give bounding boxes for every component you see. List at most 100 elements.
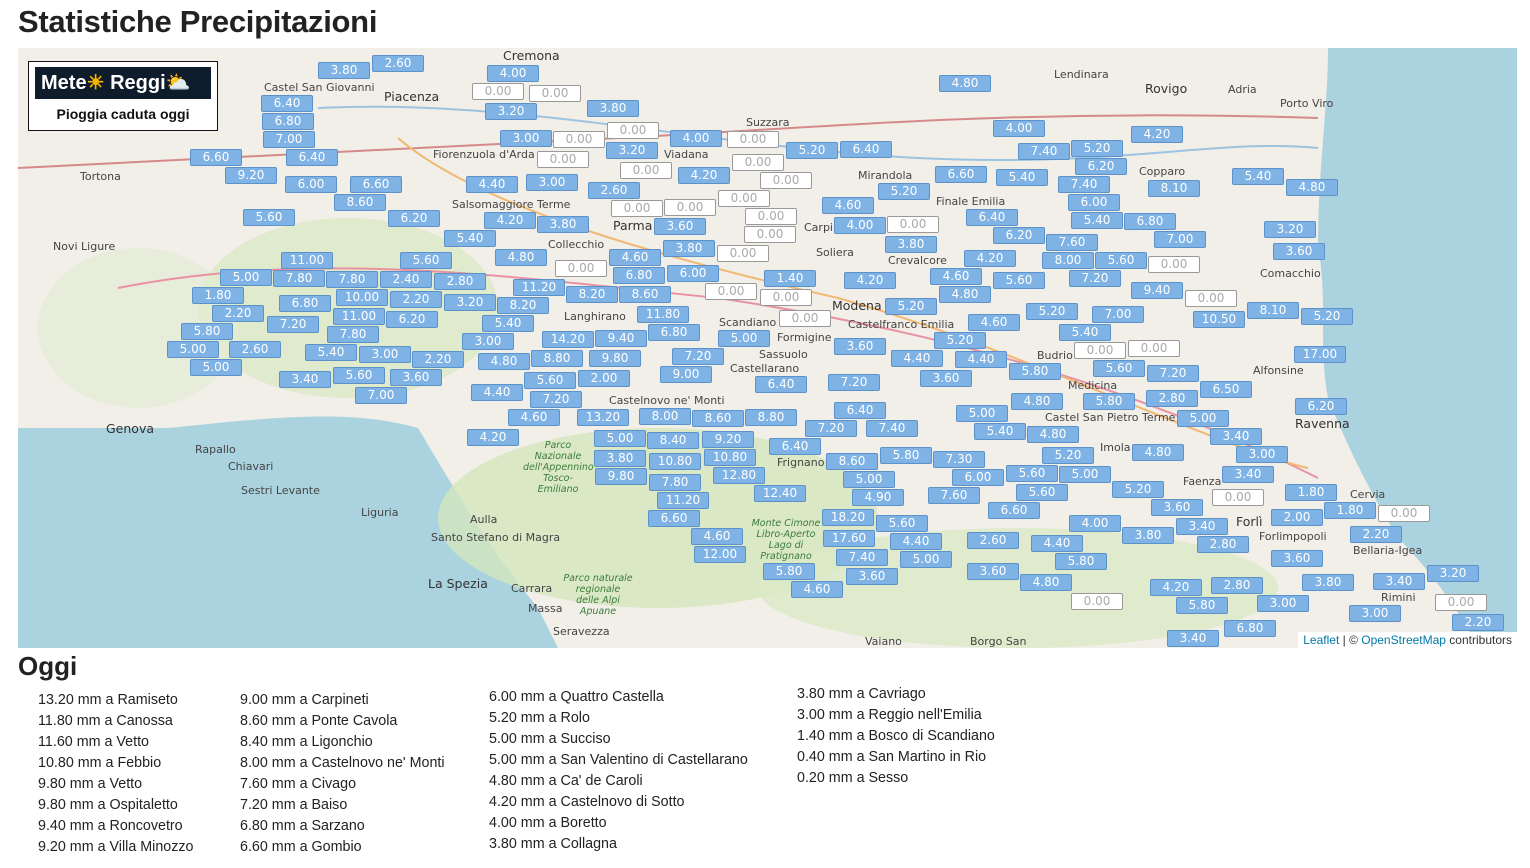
rain-marker-zero[interactable]: 0.00 xyxy=(745,208,797,225)
rain-marker[interactable]: 4.80 xyxy=(1132,444,1184,461)
rain-marker[interactable]: 2.80 xyxy=(1211,577,1263,594)
rain-marker[interactable]: 5.20 xyxy=(1112,481,1164,498)
rain-marker[interactable]: 1.80 xyxy=(1285,484,1337,501)
rain-marker[interactable]: 4.20 xyxy=(964,250,1016,267)
rain-marker[interactable]: 5.20 xyxy=(1301,308,1353,325)
rain-marker[interactable]: 5.00 xyxy=(220,269,272,286)
rain-marker-zero[interactable]: 0.00 xyxy=(1378,505,1430,522)
rain-marker[interactable]: 5.80 xyxy=(763,563,815,580)
rain-marker[interactable]: 8.20 xyxy=(497,297,549,314)
rain-marker[interactable]: 9.20 xyxy=(702,431,754,448)
rain-marker-zero[interactable]: 0.00 xyxy=(1071,593,1123,610)
rain-marker[interactable]: 3.40 xyxy=(1222,466,1274,483)
rain-marker[interactable]: 4.80 xyxy=(1011,393,1063,410)
rain-marker[interactable]: 2.00 xyxy=(578,370,630,387)
rain-marker[interactable]: 4.60 xyxy=(791,581,843,598)
rain-marker-zero[interactable]: 0.00 xyxy=(611,200,663,217)
rain-marker[interactable]: 7.80 xyxy=(326,271,378,288)
rain-marker[interactable]: 7.00 xyxy=(1154,231,1206,248)
rain-marker[interactable]: 3.20 xyxy=(1264,221,1316,238)
rain-marker-zero[interactable]: 0.00 xyxy=(1212,489,1264,506)
rain-marker[interactable]: 3.60 xyxy=(1271,550,1323,567)
rain-marker[interactable]: 6.60 xyxy=(935,166,987,183)
rain-marker[interactable]: 2.60 xyxy=(372,55,424,72)
rain-marker[interactable]: 8.10 xyxy=(1247,302,1299,319)
rain-marker[interactable]: 6.40 xyxy=(840,141,892,158)
rain-marker[interactable]: 6.20 xyxy=(993,227,1045,244)
rain-marker[interactable]: 6.40 xyxy=(769,438,821,455)
rain-marker[interactable]: 8.60 xyxy=(692,410,744,427)
rain-marker[interactable]: 4.80 xyxy=(1020,574,1072,591)
rain-marker[interactable]: 7.20 xyxy=(805,420,857,437)
rain-marker[interactable]: 6.80 xyxy=(1224,620,1276,637)
rain-marker[interactable]: 5.00 xyxy=(190,359,242,376)
rain-marker[interactable]: 6.80 xyxy=(613,267,665,284)
rain-marker[interactable]: 3.60 xyxy=(1273,243,1325,260)
rain-marker[interactable]: 4.00 xyxy=(670,130,722,147)
rain-marker[interactable]: 8.00 xyxy=(639,408,691,425)
rain-marker[interactable]: 7.80 xyxy=(327,326,379,343)
rain-marker[interactable]: 5.60 xyxy=(993,272,1045,289)
rain-marker[interactable]: 11.20 xyxy=(657,492,709,509)
rain-marker[interactable]: 3.00 xyxy=(1349,605,1401,622)
rain-marker[interactable]: 4.40 xyxy=(466,176,518,193)
rain-marker[interactable]: 7.20 xyxy=(267,316,319,333)
rain-marker[interactable]: 6.60 xyxy=(988,502,1040,519)
rain-marker[interactable]: 7.60 xyxy=(1046,234,1098,251)
rain-marker[interactable]: 6.00 xyxy=(1068,194,1120,211)
rain-marker[interactable]: 5.60 xyxy=(1016,484,1068,501)
rain-marker[interactable]: 7.80 xyxy=(273,270,325,287)
rain-marker[interactable]: 5.40 xyxy=(1071,212,1123,229)
rain-marker[interactable]: 6.60 xyxy=(350,176,402,193)
rain-marker[interactable]: 8.00 xyxy=(1042,252,1094,269)
rain-marker[interactable]: 2.00 xyxy=(1271,509,1323,526)
rain-marker[interactable]: 3.00 xyxy=(462,333,514,350)
rain-marker[interactable]: 3.80 xyxy=(1302,574,1354,591)
rain-marker[interactable]: 7.40 xyxy=(836,549,888,566)
rain-marker-zero[interactable]: 0.00 xyxy=(705,283,757,300)
rain-marker[interactable]: 4.60 xyxy=(930,268,982,285)
rain-marker[interactable]: 5.60 xyxy=(1006,465,1058,482)
rain-marker[interactable]: 6.40 xyxy=(755,376,807,393)
rain-marker[interactable]: 4.60 xyxy=(691,528,743,545)
rain-marker-zero[interactable]: 0.00 xyxy=(760,172,812,189)
rain-marker[interactable]: 18.20 xyxy=(822,509,874,526)
rain-marker[interactable]: 4.60 xyxy=(822,197,874,214)
rain-marker[interactable]: 3.60 xyxy=(1151,499,1203,516)
rain-marker[interactable]: 4.40 xyxy=(471,384,523,401)
rain-marker[interactable]: 6.00 xyxy=(952,469,1004,486)
rain-marker[interactable]: 7.00 xyxy=(1092,306,1144,323)
rain-marker[interactable]: 3.00 xyxy=(500,130,552,147)
rain-marker[interactable]: 5.00 xyxy=(594,430,646,447)
rain-marker[interactable]: 5.60 xyxy=(1095,252,1147,269)
rain-marker-zero[interactable]: 0.00 xyxy=(1074,342,1126,359)
rain-marker[interactable]: 3.60 xyxy=(654,218,706,235)
rain-marker[interactable]: 6.60 xyxy=(190,149,242,166)
rain-marker-zero[interactable]: 0.00 xyxy=(555,260,607,277)
rain-marker[interactable]: 5.40 xyxy=(444,230,496,247)
rain-marker[interactable]: 6.20 xyxy=(1295,398,1347,415)
rain-marker[interactable]: 5.60 xyxy=(1093,360,1145,377)
rain-marker[interactable]: 4.20 xyxy=(1150,579,1202,596)
rain-marker[interactable]: 12.80 xyxy=(713,467,765,484)
rain-marker[interactable]: 4.20 xyxy=(1131,126,1183,143)
rain-marker[interactable]: 5.40 xyxy=(305,344,357,361)
rain-marker[interactable]: 6.40 xyxy=(286,149,338,166)
rain-marker[interactable]: 4.60 xyxy=(609,249,661,266)
rain-marker[interactable]: 5.20 xyxy=(934,332,986,349)
rain-marker[interactable]: 6.40 xyxy=(966,209,1018,226)
rain-marker[interactable]: 10.50 xyxy=(1193,311,1245,328)
rain-marker[interactable]: 4.60 xyxy=(508,409,560,426)
rain-marker[interactable]: 7.30 xyxy=(933,451,985,468)
rain-marker[interactable]: 7.20 xyxy=(1147,365,1199,382)
rain-marker[interactable]: 6.00 xyxy=(667,265,719,282)
rain-marker[interactable]: 1.80 xyxy=(1324,502,1376,519)
rain-marker[interactable]: 5.00 xyxy=(843,471,895,488)
rain-marker[interactable]: 4.80 xyxy=(495,249,547,266)
rain-marker-zero[interactable]: 0.00 xyxy=(779,310,831,327)
rain-marker[interactable]: 4.00 xyxy=(1069,515,1121,532)
rain-marker[interactable]: 3.80 xyxy=(587,100,639,117)
rain-marker[interactable]: 6.80 xyxy=(262,113,314,130)
rain-marker[interactable]: 4.80 xyxy=(939,75,991,92)
rain-marker[interactable]: 3.20 xyxy=(1427,565,1479,582)
